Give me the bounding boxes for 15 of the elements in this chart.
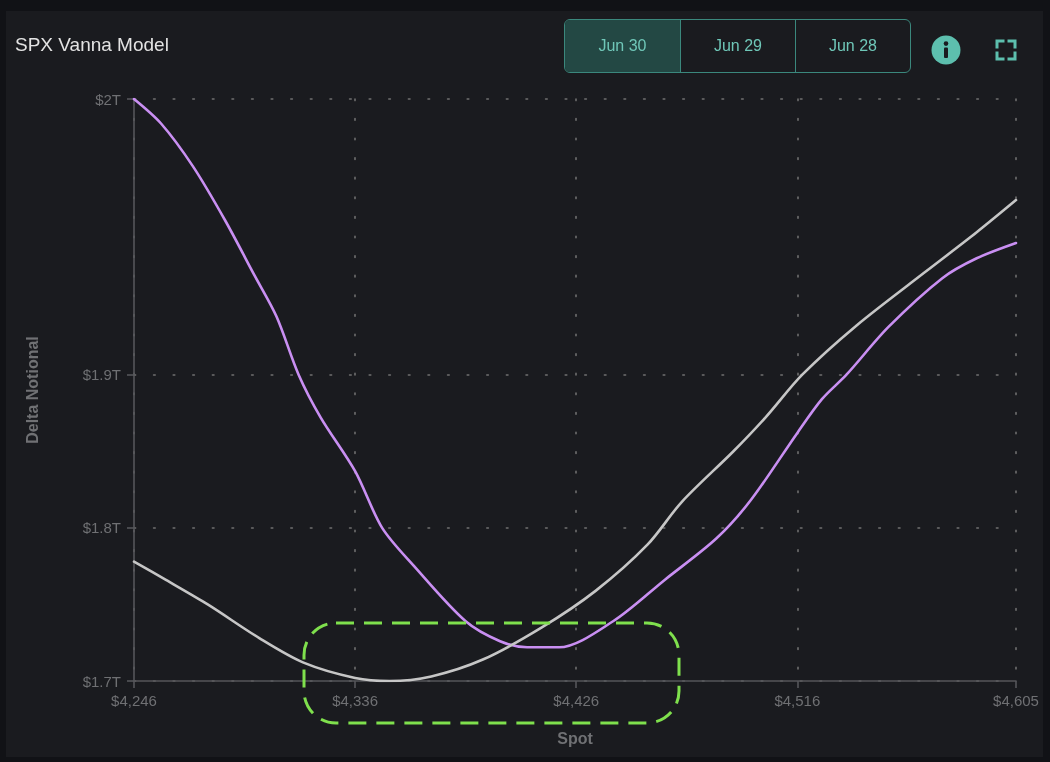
x-tick-label: $4,516 (774, 692, 821, 709)
date-button: Jun 29 (680, 20, 795, 72)
y-tick-label: $2T (95, 90, 121, 108)
y-tick-label: $1.7T (82, 672, 121, 690)
x-tick-label: $4,336 (332, 692, 379, 709)
chart-title: SPX Vanna Model (15, 34, 169, 56)
x-tick-label: $4,426 (553, 692, 600, 709)
x-axis-title: Spot (557, 729, 594, 747)
y-tick-label: $1.8T (82, 519, 121, 537)
date-button: Jun 30 (565, 20, 680, 72)
y-axis-title: Delta Notional (23, 336, 41, 444)
x-tick-label: $4,246 (111, 692, 157, 709)
x-tick-label: $4,605 (993, 692, 1039, 709)
y-tick-label: $1.9T (82, 366, 121, 384)
date-button: Jun 28 (795, 20, 910, 72)
